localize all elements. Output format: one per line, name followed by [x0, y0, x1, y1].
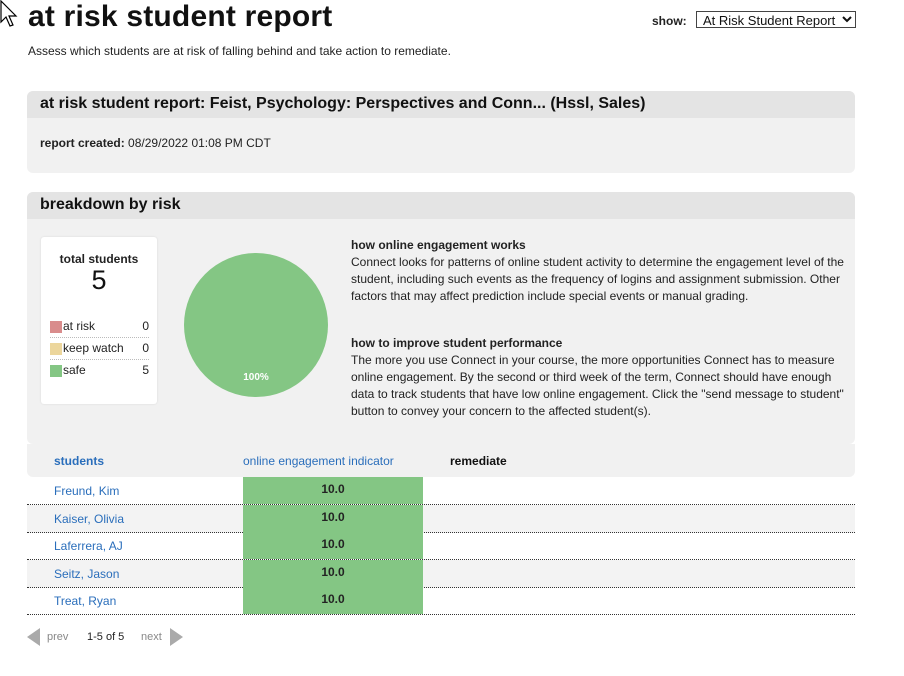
legend-count: 0 [142, 341, 149, 355]
page-subtitle: Assess which students are at risk of fal… [28, 44, 451, 58]
table-row: Treat, Ryan 10.0 [27, 587, 855, 615]
improve-info-heading: how to improve student performance [351, 336, 563, 350]
pie-slice-safe [184, 253, 328, 397]
legend-item-keep-watch: keep watch 0 [50, 337, 149, 360]
improve-info: how to improve student performance The m… [351, 335, 846, 420]
legend-item-safe: safe 5 [50, 359, 149, 381]
table-row: Freund, Kim 10.0 [27, 477, 855, 505]
legend-label: keep watch [63, 341, 124, 355]
student-name-link[interactable]: Treat, Ryan [54, 594, 117, 608]
legend-label: at risk [63, 319, 96, 333]
risk-pie-chart: 100% [183, 252, 329, 398]
engagement-score: 10.0 [243, 505, 423, 532]
legend-count: 0 [142, 319, 149, 333]
breakdown-title: breakdown by risk [27, 192, 855, 219]
report-created: report created: 08/29/2022 01:08 PM CDT [40, 136, 271, 150]
keep-watch-swatch [50, 343, 62, 355]
total-students-label: total students [59, 252, 139, 266]
breakdown-panel: breakdown by risk total students 5 at ri… [27, 192, 855, 444]
report-type-select[interactable]: At Risk Student Report [696, 11, 857, 28]
total-students-box: total students 5 at risk 0 keep watch 0 … [41, 237, 157, 404]
mouse-cursor-icon [0, 0, 18, 27]
safe-swatch [50, 365, 62, 377]
page-range: 1-5 of 5 [87, 631, 125, 643]
page-title: at risk student report [28, 0, 333, 33]
show-label: show: [652, 14, 687, 28]
table-row: Kaiser, Olivia 10.0 [27, 505, 855, 533]
column-engagement-indicator[interactable]: online engagement indicator [243, 454, 394, 468]
total-students-value: 5 [91, 265, 107, 295]
students-table-header: students online engagement indicator rem… [27, 444, 855, 477]
engagement-score: 10.0 [243, 477, 423, 504]
next-page-link[interactable]: next [141, 631, 162, 643]
engagement-info-heading: how online engagement works [351, 238, 526, 252]
report-created-label: report created: [40, 136, 125, 150]
report-panel-title: at risk student report: Feist, Psycholog… [27, 91, 855, 118]
engagement-info-text: Connect looks for patterns of online stu… [351, 255, 844, 303]
next-arrow-icon[interactable] [170, 628, 183, 646]
student-name-link[interactable]: Kaiser, Olivia [54, 512, 125, 526]
engagement-info: how online engagement works Connect look… [351, 237, 846, 305]
column-remediate: remediate [450, 454, 507, 468]
engagement-score: 10.0 [243, 532, 423, 559]
show-control: show: At Risk Student Report [652, 11, 857, 28]
student-name-link[interactable]: Laferrera, AJ [54, 539, 123, 553]
table-row: Seitz, Jason 10.0 [27, 560, 855, 588]
legend-item-at-risk: at risk 0 [50, 315, 149, 338]
legend-count: 5 [142, 363, 149, 377]
prev-arrow-icon[interactable] [27, 628, 40, 646]
prev-page-link[interactable]: prev [47, 631, 69, 643]
student-name-link[interactable]: Seitz, Jason [54, 567, 120, 581]
legend-label: safe [63, 363, 86, 377]
column-students[interactable]: students [54, 454, 105, 468]
report-created-value: 08/29/2022 01:08 PM CDT [128, 136, 271, 150]
table-row: Laferrera, AJ 10.0 [27, 532, 855, 560]
student-name-link[interactable]: Freund, Kim [54, 484, 120, 498]
engagement-score: 10.0 [243, 587, 423, 614]
report-info-panel: at risk student report: Feist, Psycholog… [27, 91, 855, 173]
pie-slice-label: 100% [243, 372, 269, 383]
at-risk-swatch [50, 321, 62, 333]
improve-info-text: The more you use Connect in your course,… [351, 353, 844, 418]
engagement-score: 10.0 [243, 560, 423, 587]
